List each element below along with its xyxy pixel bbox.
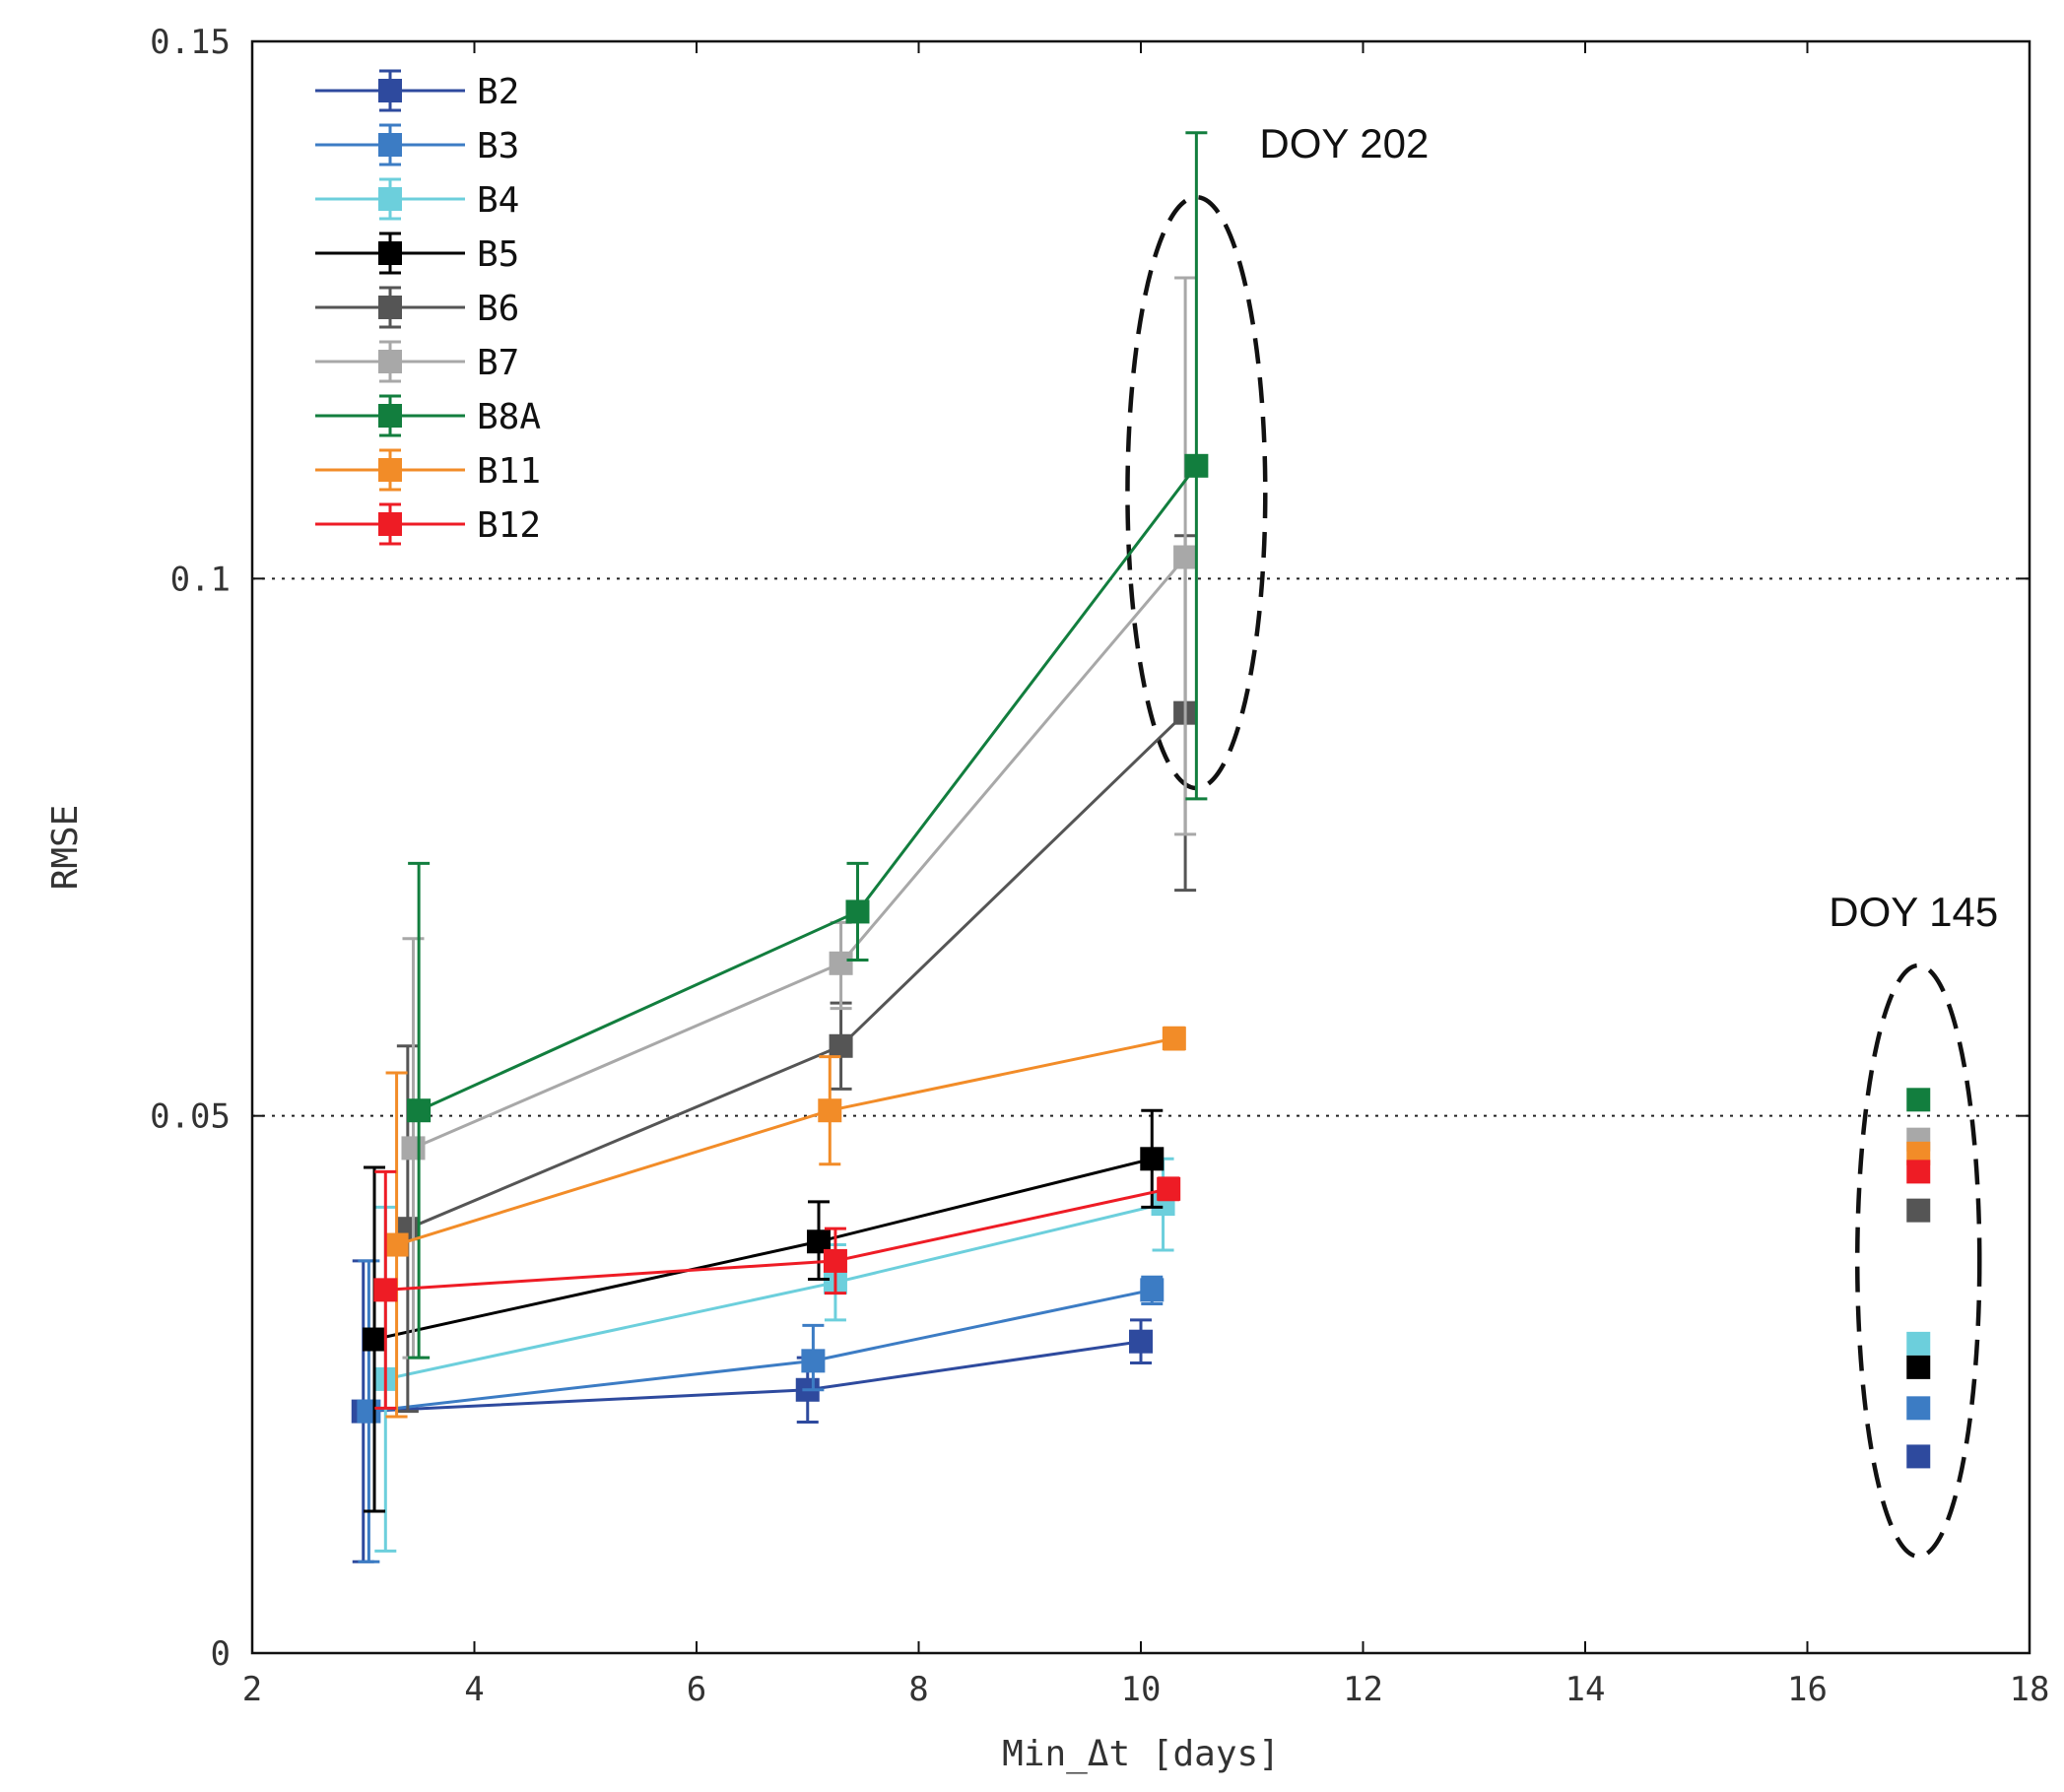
marker-B11-2 <box>1162 1027 1186 1051</box>
axis-layer: 2 4 6 8 10 12 14 16 18 0 0.05 0.1 0.15 <box>150 23 2049 1709</box>
legend-label-B6: B6 <box>477 289 519 329</box>
annotation-ellipse-doy202 <box>1125 194 1268 791</box>
legend-item-B8A: B8A <box>315 394 541 437</box>
marker-B3-0 <box>357 1399 381 1424</box>
legend-item-B2: B2 <box>315 69 519 112</box>
y-tick-label: 0.15 <box>150 23 231 62</box>
marker-B7-2 <box>1173 545 1198 569</box>
legend-label-B8A: B8A <box>477 397 541 437</box>
series-line-B12 <box>385 1187 1169 1292</box>
annotation-label-doy145: DOY 145 <box>1829 889 1998 935</box>
x-tick-label: 10 <box>1121 1670 1162 1709</box>
legend-label-B12: B12 <box>477 505 541 546</box>
doy145-marker-B8A <box>1906 1088 1931 1112</box>
legend-item-B11: B11 <box>315 448 541 492</box>
series-line-B4 <box>384 1202 1164 1381</box>
y-axis-label: RMSE <box>45 805 86 891</box>
x-tick-label: 8 <box>908 1670 928 1709</box>
marker-B11-1 <box>818 1098 842 1123</box>
marker-B12-1 <box>823 1248 847 1273</box>
x-tick-label: 12 <box>1343 1670 1383 1709</box>
legend-item-B12: B12 <box>315 502 541 546</box>
series-B5 <box>363 1108 1165 1513</box>
marker-B5-0 <box>363 1327 387 1352</box>
doy145-marker-B2 <box>1906 1444 1931 1469</box>
series-line-B6 <box>407 711 1187 1230</box>
marker-B5-2 <box>1140 1147 1165 1171</box>
legend-marker-B2 <box>378 79 402 102</box>
x-axis-label: Min_Δt [days] <box>1002 1734 1280 1774</box>
legend-label-B2: B2 <box>477 72 519 112</box>
x-tick-label: 2 <box>242 1670 262 1709</box>
marker-B3-2 <box>1140 1278 1165 1302</box>
y-tick-label: 0.05 <box>150 1097 231 1137</box>
series-B12 <box>373 1169 1181 1410</box>
legend-item-B4: B4 <box>315 177 519 221</box>
y-tick-label: 0 <box>211 1634 231 1674</box>
doy145-marker-B12 <box>1906 1160 1931 1184</box>
annotation-label-doy202: DOY 202 <box>1259 120 1429 166</box>
legend-marker-B12 <box>378 512 402 536</box>
y-tick-label: 0.1 <box>170 560 231 599</box>
x-tick-label: 14 <box>1565 1670 1606 1709</box>
doy145-points <box>1906 1088 1931 1469</box>
x-tick-label: 4 <box>464 1670 484 1709</box>
marker-B8A-2 <box>1184 453 1209 478</box>
grid-layer <box>252 577 2030 1117</box>
marker-B7-0 <box>401 1136 426 1161</box>
series-layer <box>351 131 1209 1563</box>
marker-B6-1 <box>829 1033 853 1058</box>
legend-marker-B8A <box>378 404 402 428</box>
legend-label-B3: B3 <box>477 126 519 166</box>
legend-label-B4: B4 <box>477 180 519 221</box>
plot-frame <box>250 39 2031 1655</box>
marker-B8A-0 <box>407 1098 432 1123</box>
legend-label-B11: B11 <box>477 451 541 492</box>
marker-B7-1 <box>829 951 853 975</box>
legend: B2 B3 B4 B5 B6 B7 B8A B11 B12 <box>315 69 541 546</box>
doy145-marker-B5 <box>1906 1355 1931 1379</box>
legend-marker-B4 <box>378 187 402 211</box>
legend-marker-B11 <box>378 458 402 482</box>
x-tick-label: 16 <box>1787 1670 1828 1709</box>
legend-item-B6: B6 <box>315 286 519 329</box>
legend-marker-B3 <box>378 133 402 157</box>
doy145-marker-B6 <box>1906 1198 1931 1223</box>
legend-label-B7: B7 <box>477 343 519 383</box>
series-B11 <box>384 1026 1186 1419</box>
doy145-marker-B3 <box>1906 1396 1931 1421</box>
legend-marker-B7 <box>378 350 402 373</box>
marker-B11-0 <box>384 1232 409 1257</box>
x-tick-label: 6 <box>687 1670 706 1709</box>
marker-B2-2 <box>1129 1329 1153 1354</box>
marker-B12-0 <box>373 1278 398 1302</box>
annotation-ellipse-doy145 <box>1854 962 1982 1560</box>
doy145-marker-B4 <box>1906 1331 1931 1356</box>
marker-B3-1 <box>801 1349 826 1373</box>
legend-item-B5: B5 <box>315 232 519 275</box>
marker-B8A-1 <box>845 899 870 924</box>
marker-B12-2 <box>1157 1176 1181 1201</box>
legend-marker-B5 <box>378 241 402 265</box>
series-line-B5 <box>373 1157 1153 1341</box>
series-line-B8A <box>418 464 1198 1112</box>
series-B2 <box>351 1259 1153 1563</box>
series-B8A <box>407 131 1209 1360</box>
legend-item-B3: B3 <box>315 123 519 166</box>
annotation-layer: DOY 202 DOY 145 <box>1125 120 1998 1560</box>
x-tick-label: 18 <box>2010 1670 2050 1709</box>
series-B6 <box>395 534 1198 1414</box>
legend-label-B5: B5 <box>477 234 519 275</box>
series-line-B2 <box>363 1340 1142 1414</box>
legend-item-B7: B7 <box>315 340 519 383</box>
legend-marker-B6 <box>378 296 402 319</box>
series-B3 <box>357 1259 1165 1563</box>
